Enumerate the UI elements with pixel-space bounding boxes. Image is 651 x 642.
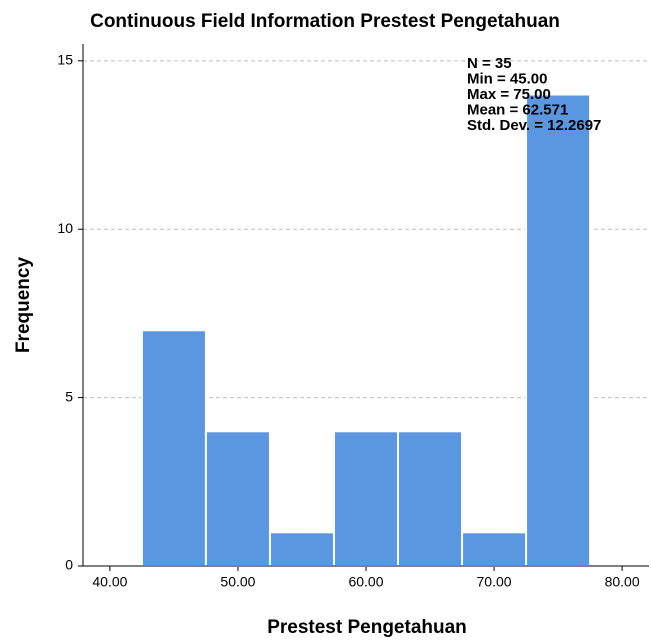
x-tick-label: 40.00	[92, 574, 127, 590]
bar	[397, 430, 464, 567]
annotation: Min = 45.00	[467, 70, 547, 87]
bar	[268, 531, 335, 567]
y-tick-label: 10	[57, 220, 73, 236]
annotation: Max = 75.00	[467, 86, 551, 103]
bar	[140, 329, 207, 567]
x-tick-label: 70.00	[477, 574, 512, 590]
y-tick-label: 5	[65, 388, 73, 404]
annotation: N = 35	[467, 55, 512, 72]
bar	[332, 430, 400, 567]
x-tick-label: 80.00	[605, 574, 640, 590]
annotation: Mean = 62.571	[467, 101, 568, 118]
bar	[461, 531, 528, 567]
x-tick-label: 60.00	[348, 574, 383, 590]
bar	[204, 430, 271, 567]
y-axis-label: Frequency	[13, 257, 34, 354]
y-tick-label: 0	[65, 557, 73, 573]
y-tick-label: 15	[57, 52, 73, 68]
x-tick-label: 50.00	[220, 574, 255, 590]
x-axis-label: Prestest Pengetahuan	[267, 617, 467, 638]
bar	[525, 93, 592, 567]
chart-title: Continuous Field Information Prestest Pe…	[90, 11, 560, 32]
annotation: Std. Dev. = 12.2697	[467, 117, 601, 134]
